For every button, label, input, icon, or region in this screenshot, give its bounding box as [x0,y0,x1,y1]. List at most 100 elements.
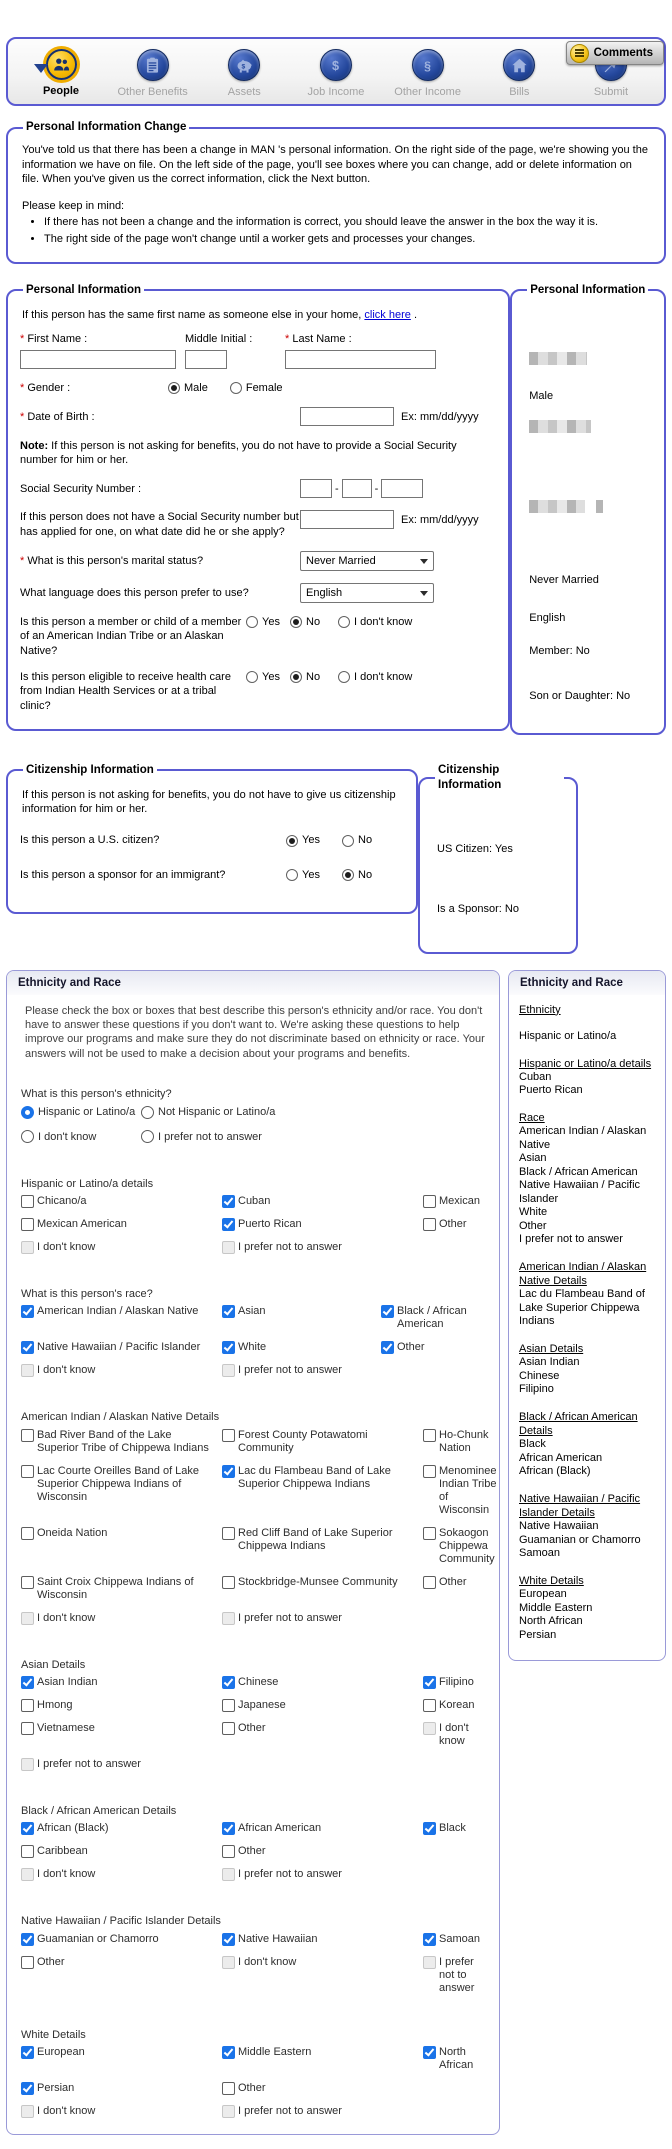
radio-no-control[interactable] [290,616,302,629]
checkbox-hmong-control[interactable] [21,1699,34,1713]
radio-yes-control[interactable] [286,834,298,847]
radio-i-don-t-know-control[interactable] [338,671,350,684]
checkbox-korean[interactable]: Korean [423,1699,487,1713]
last-name-input[interactable] [285,349,436,369]
checkbox-stockbridge-munsee-community-control[interactable] [222,1575,235,1589]
nav-item-people[interactable]: People [20,49,102,99]
ssn-input-2[interactable] [341,479,372,499]
nav-item-other-benefits[interactable]: Other Benefits [112,49,194,99]
checkbox-african-black[interactable]: African (Black) [21,1822,222,1836]
checkbox-mexican[interactable]: Mexican [423,1195,488,1209]
checkbox-stockbridge-munsee-community[interactable]: Stockbridge-Munsee Community [222,1575,423,1602]
checkbox-mexican-american[interactable]: Mexican American [21,1218,222,1232]
checkbox-forest-county-potawatomi-community-control[interactable] [222,1428,235,1442]
checkbox-red-cliff-band-of-lake-superior-chippewa-indians-control[interactable] [222,1526,235,1540]
nav-item-bills[interactable]: Bills [478,49,560,99]
checkbox-bad-river-band-of-the-lake-superior-tribe-of-chippewa-indians-control[interactable] [21,1428,34,1442]
checkbox-lac-courte-oreilles-band-of-lake-superior-chippewa-indians-of-wisconsin[interactable]: Lac Courte Oreilles Band of Lake Superio… [21,1464,222,1517]
checkbox-samoan-control[interactable] [423,1932,436,1946]
radio-i-prefer-not-to-answer[interactable]: I prefer not to answer [141,1130,487,1144]
comments-button[interactable]: Comments [565,41,664,65]
checkbox-korean-control[interactable] [423,1699,436,1713]
checkbox-other[interactable]: Other [381,1341,487,1355]
checkbox-samoan[interactable]: Samoan [423,1932,488,1946]
language-select[interactable]: English [300,583,434,604]
checkbox-european[interactable]: European [21,2045,222,2072]
checkbox-persian-control[interactable] [21,2081,34,2095]
checkbox-other[interactable]: Other [222,1722,423,1748]
ssn-input-1[interactable] [300,479,332,499]
ssn-applied-date-input[interactable] [300,510,394,530]
checkbox-oneida-nation-control[interactable] [21,1526,34,1540]
radio-no[interactable]: No [290,670,338,684]
radio-yes[interactable]: Yes [286,868,342,882]
checkbox-cuban[interactable]: Cuban [222,1195,423,1209]
checkbox-lac-du-flambeau-band-of-lake-superior-chippewa-indians[interactable]: Lac du Flambeau Band of Lake Superior Ch… [222,1464,423,1517]
radio-i-don-t-know-control[interactable] [21,1130,34,1144]
checkbox-other-control[interactable] [222,1845,235,1859]
checkbox-middle-eastern-control[interactable] [222,2045,235,2059]
radio-no[interactable]: No [290,615,338,629]
radio-yes-control[interactable] [246,671,258,684]
radio-female[interactable]: Female [229,381,283,395]
checkbox-other-control[interactable] [381,1341,394,1355]
checkbox-sokaogon-chippewa-community-control[interactable] [423,1526,436,1540]
radio-male[interactable]: Male [168,381,208,395]
checkbox-native-hawaiian-pacific-islander-control[interactable] [21,1341,34,1355]
click-here-link[interactable]: click here [364,308,411,321]
checkbox-guamanian-or-chamorro[interactable]: Guamanian or Chamorro [21,1932,222,1946]
checkbox-middle-eastern[interactable]: Middle Eastern [222,2045,423,2072]
radio-i-don-t-know[interactable]: I don't know [21,1130,141,1144]
radio-yes[interactable]: Yes [246,615,290,629]
checkbox-american-indian-alaskan-native[interactable]: American Indian / Alaskan Native [21,1305,222,1331]
radio-yes[interactable]: Yes [286,833,342,847]
checkbox-black-control[interactable] [423,1822,436,1836]
checkbox-chicano-a-control[interactable] [21,1195,34,1209]
first-name-input[interactable] [20,349,176,369]
checkbox-lac-du-flambeau-band-of-lake-superior-chippewa-indians-control[interactable] [222,1464,235,1478]
checkbox-black-african-american-control[interactable] [381,1305,394,1319]
radio-hispanic-or-latino-a-control[interactable] [21,1105,34,1119]
checkbox-asian-control[interactable] [222,1305,235,1319]
radio-yes[interactable]: Yes [246,670,290,684]
checkbox-other[interactable]: Other [222,1845,423,1859]
middle-initial-input[interactable] [185,349,227,369]
checkbox-hmong[interactable]: Hmong [21,1699,222,1713]
checkbox-menominee-indian-tribe-of-wisconsin-control[interactable] [423,1464,436,1478]
radio-no-control[interactable] [342,868,354,881]
checkbox-saint-croix-chippewa-indians-of-wisconsin[interactable]: Saint Croix Chippewa Indians of Wisconsi… [21,1575,222,1602]
checkbox-saint-croix-chippewa-indians-of-wisconsin-control[interactable] [21,1575,34,1589]
checkbox-african-black-control[interactable] [21,1822,34,1836]
checkbox-asian-indian[interactable]: Asian Indian [21,1676,222,1690]
radio-no-control[interactable] [290,671,302,684]
radio-i-don-t-know-control[interactable] [338,616,350,629]
checkbox-chinese[interactable]: Chinese [222,1676,423,1690]
checkbox-caribbean-control[interactable] [21,1845,34,1859]
checkbox-white[interactable]: White [222,1341,381,1355]
checkbox-bad-river-band-of-the-lake-superior-tribe-of-chippewa-indians[interactable]: Bad River Band of the Lake Superior Trib… [21,1428,222,1455]
ssn-input-3[interactable] [381,479,424,499]
radio-i-prefer-not-to-answer-control[interactable] [141,1130,154,1144]
radio-male-control[interactable] [168,381,180,394]
checkbox-american-indian-alaskan-native-control[interactable] [21,1305,34,1319]
nav-item-assets[interactable]: $ Assets [203,49,285,99]
radio-no[interactable]: No [342,833,398,847]
checkbox-african-american-control[interactable] [222,1822,235,1836]
checkbox-cuban-control[interactable] [222,1195,235,1209]
checkbox-filipino-control[interactable] [423,1676,436,1690]
checkbox-puerto-rican[interactable]: Puerto Rican [222,1218,423,1232]
checkbox-chicano-a[interactable]: Chicano/a [21,1195,222,1209]
checkbox-white-control[interactable] [222,1341,235,1355]
checkbox-native-hawaiian[interactable]: Native Hawaiian [222,1932,423,1946]
checkbox-other[interactable]: Other [423,1575,499,1602]
dob-input[interactable] [300,406,394,426]
checkbox-puerto-rican-control[interactable] [222,1218,235,1232]
checkbox-other-control[interactable] [222,1722,235,1736]
nav-item-job-income[interactable]: $ Job Income [295,49,377,99]
radio-female-control[interactable] [229,381,242,394]
checkbox-mexican-control[interactable] [423,1195,436,1209]
checkbox-asian-indian-control[interactable] [21,1676,34,1690]
checkbox-african-american[interactable]: African American [222,1822,423,1836]
checkbox-north-african-control[interactable] [423,2045,436,2059]
checkbox-other[interactable]: Other [423,1218,488,1232]
